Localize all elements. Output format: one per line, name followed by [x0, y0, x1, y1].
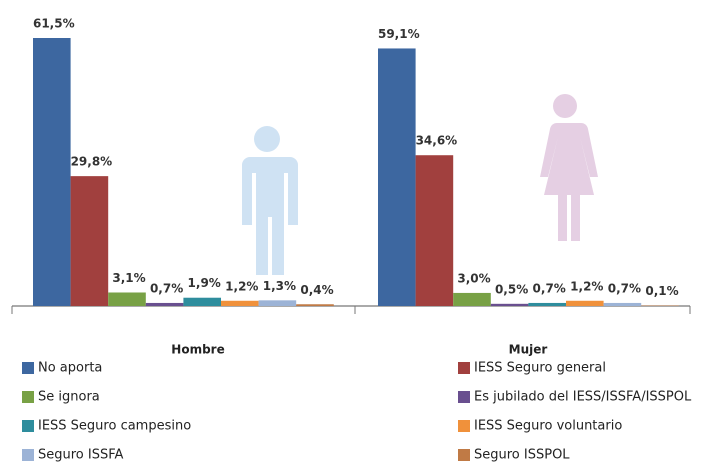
legend-swatch — [22, 449, 34, 461]
legend-label: Seguro ISSPOL — [474, 448, 570, 463]
legend-label: IESS Seguro general — [474, 361, 606, 376]
legend-swatch — [22, 391, 34, 403]
legend-swatch — [458, 362, 470, 374]
data-label: 59,1% — [378, 27, 420, 41]
legend-swatch — [458, 449, 470, 461]
data-label: 1,2% — [225, 279, 258, 293]
legend-label: Se ignora — [38, 390, 100, 405]
data-label: 1,3% — [263, 279, 296, 293]
bar — [415, 155, 454, 306]
bar — [183, 297, 221, 306]
data-label: 34,6% — [416, 134, 458, 148]
bar — [453, 292, 491, 306]
legend-label: Es jubilado del IESS/ISSFA/ISSPOL — [474, 390, 692, 405]
legend-label: No aporta — [38, 361, 102, 376]
data-label: 1,9% — [188, 276, 221, 290]
bar — [566, 300, 604, 306]
legend-label: IESS Seguro voluntario — [474, 419, 622, 434]
data-label: 0,4% — [300, 283, 333, 297]
bar — [221, 300, 259, 306]
legend-swatch — [22, 420, 34, 432]
data-label: 29,8% — [71, 155, 113, 169]
data-label: 0,5% — [495, 282, 528, 296]
bar — [33, 38, 71, 306]
data-label: 0,7% — [533, 281, 566, 295]
legend-swatch — [458, 391, 470, 403]
legend-swatch — [22, 362, 34, 374]
legend-label: IESS Seguro campesino — [38, 419, 191, 434]
bar — [145, 302, 184, 306]
bar — [108, 292, 146, 306]
bar — [528, 302, 566, 306]
bar — [70, 176, 109, 306]
bar — [378, 48, 416, 307]
data-label: 0,7% — [608, 281, 641, 295]
bar — [603, 302, 642, 306]
category-label: Mujer — [509, 343, 548, 357]
bar — [296, 304, 334, 306]
data-label: 1,2% — [570, 279, 603, 293]
data-label: 0,7% — [150, 281, 183, 295]
bar — [490, 303, 529, 306]
data-label: 0,1% — [645, 284, 678, 298]
data-label: 3,1% — [112, 271, 145, 285]
woman-icon — [540, 94, 598, 241]
category-label: Hombre — [171, 343, 224, 357]
legend-swatch — [458, 420, 470, 432]
bar — [258, 300, 297, 306]
legend-label: Seguro ISSFA — [38, 448, 124, 463]
data-label: 61,5% — [33, 17, 75, 31]
man-icon — [242, 126, 298, 275]
data-label: 3,0% — [457, 271, 490, 285]
